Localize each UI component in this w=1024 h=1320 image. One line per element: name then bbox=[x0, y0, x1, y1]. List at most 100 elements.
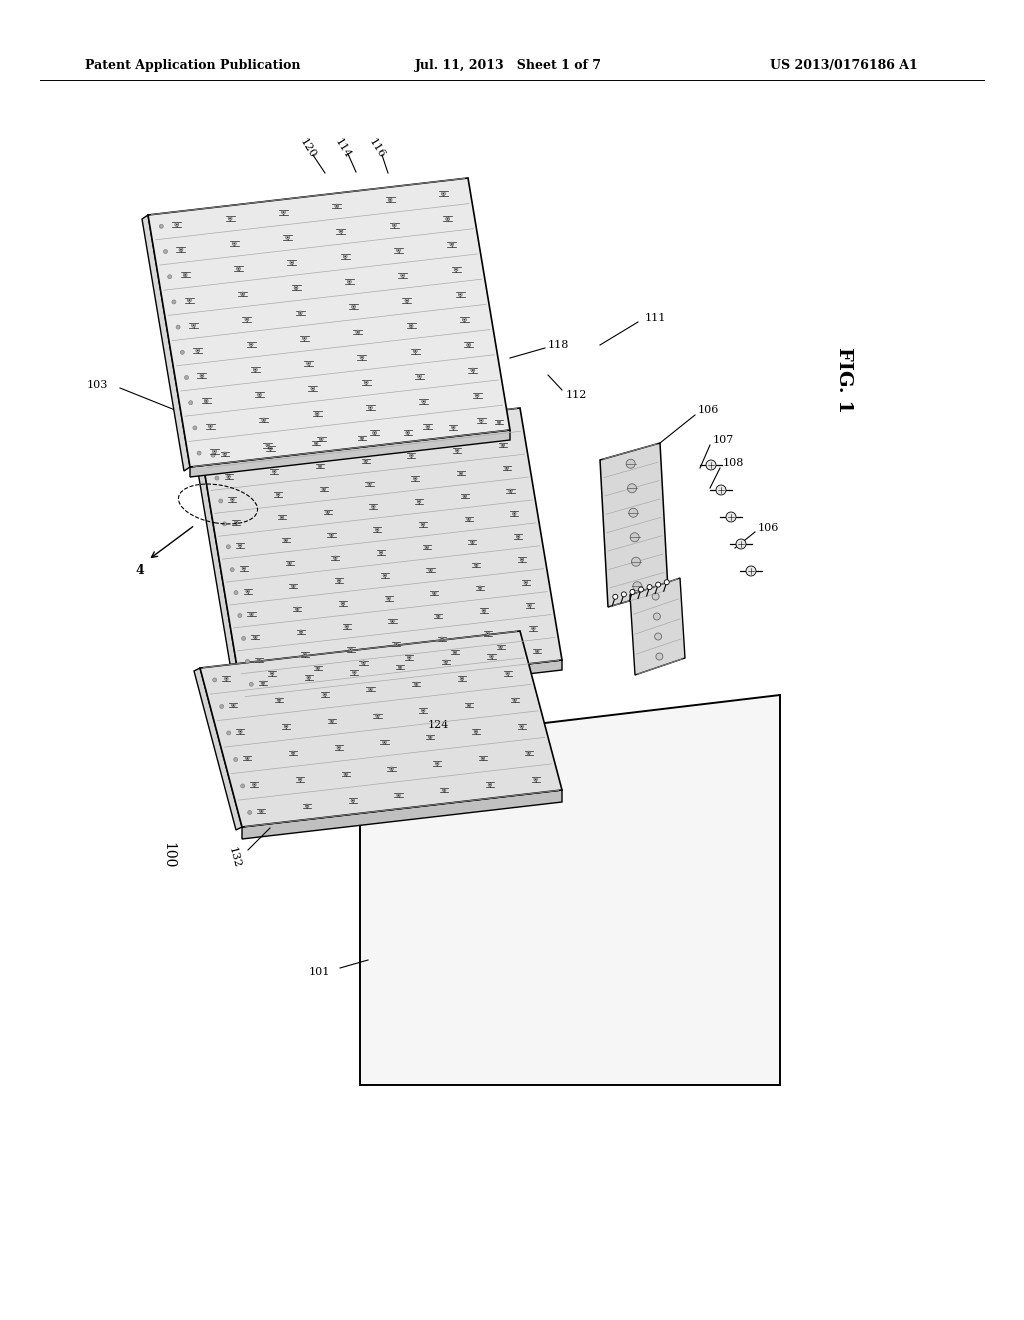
Polygon shape bbox=[242, 789, 562, 840]
Circle shape bbox=[299, 630, 303, 634]
Circle shape bbox=[267, 445, 268, 446]
Circle shape bbox=[230, 568, 234, 572]
Text: 108: 108 bbox=[723, 458, 744, 469]
Circle shape bbox=[486, 632, 489, 635]
Circle shape bbox=[665, 579, 670, 585]
Circle shape bbox=[172, 300, 176, 304]
Circle shape bbox=[457, 449, 458, 451]
Circle shape bbox=[628, 483, 637, 492]
Circle shape bbox=[454, 651, 457, 653]
Circle shape bbox=[315, 442, 317, 444]
Circle shape bbox=[525, 582, 526, 583]
Circle shape bbox=[421, 523, 425, 527]
Circle shape bbox=[249, 682, 253, 686]
Circle shape bbox=[285, 725, 288, 729]
Circle shape bbox=[323, 487, 326, 491]
Circle shape bbox=[263, 418, 264, 421]
Circle shape bbox=[416, 682, 417, 685]
Circle shape bbox=[306, 805, 308, 807]
Circle shape bbox=[193, 426, 197, 430]
Circle shape bbox=[654, 634, 662, 640]
Circle shape bbox=[281, 516, 284, 519]
Circle shape bbox=[324, 693, 326, 696]
Circle shape bbox=[205, 400, 207, 401]
Circle shape bbox=[464, 495, 466, 498]
Circle shape bbox=[289, 562, 291, 564]
Circle shape bbox=[383, 574, 387, 577]
Circle shape bbox=[736, 539, 746, 549]
Circle shape bbox=[250, 612, 253, 616]
Circle shape bbox=[316, 413, 317, 414]
Circle shape bbox=[248, 810, 252, 814]
Circle shape bbox=[291, 751, 295, 755]
Circle shape bbox=[242, 293, 244, 294]
Circle shape bbox=[459, 293, 462, 297]
Circle shape bbox=[374, 432, 376, 434]
Circle shape bbox=[241, 784, 245, 788]
Circle shape bbox=[230, 498, 234, 502]
Circle shape bbox=[471, 540, 474, 544]
Circle shape bbox=[239, 544, 242, 548]
Text: Jul. 11, 2013   Sheet 1 of 7: Jul. 11, 2013 Sheet 1 of 7 bbox=[415, 58, 602, 71]
Circle shape bbox=[290, 260, 294, 264]
Polygon shape bbox=[360, 696, 780, 1085]
Circle shape bbox=[323, 693, 327, 696]
Circle shape bbox=[365, 380, 368, 384]
Circle shape bbox=[429, 569, 432, 572]
Circle shape bbox=[357, 331, 358, 333]
Circle shape bbox=[303, 338, 305, 339]
Circle shape bbox=[361, 661, 366, 664]
Circle shape bbox=[250, 343, 252, 346]
Circle shape bbox=[527, 751, 530, 755]
Circle shape bbox=[246, 660, 250, 664]
Circle shape bbox=[281, 516, 283, 519]
Circle shape bbox=[164, 249, 168, 253]
Circle shape bbox=[232, 242, 237, 246]
Circle shape bbox=[394, 643, 398, 645]
Circle shape bbox=[521, 726, 522, 727]
Circle shape bbox=[507, 672, 509, 675]
Circle shape bbox=[356, 330, 359, 334]
Text: 106: 106 bbox=[698, 405, 720, 414]
Circle shape bbox=[266, 444, 270, 447]
Circle shape bbox=[321, 438, 323, 440]
Circle shape bbox=[639, 587, 643, 591]
Circle shape bbox=[630, 590, 635, 594]
Circle shape bbox=[260, 809, 263, 813]
Circle shape bbox=[343, 255, 347, 259]
Circle shape bbox=[342, 603, 344, 605]
Circle shape bbox=[344, 772, 347, 776]
Circle shape bbox=[468, 345, 470, 346]
Circle shape bbox=[323, 488, 325, 490]
Circle shape bbox=[726, 512, 736, 521]
Circle shape bbox=[175, 223, 179, 227]
Circle shape bbox=[464, 319, 465, 321]
Circle shape bbox=[369, 688, 373, 690]
Circle shape bbox=[299, 312, 301, 314]
Circle shape bbox=[298, 312, 302, 315]
Circle shape bbox=[506, 467, 508, 469]
Circle shape bbox=[471, 368, 475, 372]
Circle shape bbox=[370, 407, 372, 408]
Circle shape bbox=[353, 672, 355, 673]
Circle shape bbox=[213, 449, 216, 453]
Text: 116: 116 bbox=[367, 136, 387, 160]
Circle shape bbox=[422, 524, 424, 525]
Circle shape bbox=[400, 273, 404, 277]
Circle shape bbox=[209, 424, 212, 428]
Circle shape bbox=[349, 648, 352, 651]
Circle shape bbox=[369, 483, 371, 484]
Circle shape bbox=[282, 210, 286, 214]
Circle shape bbox=[344, 256, 346, 257]
Circle shape bbox=[410, 454, 414, 457]
Circle shape bbox=[330, 533, 333, 537]
Circle shape bbox=[271, 672, 273, 675]
Circle shape bbox=[196, 348, 200, 352]
Circle shape bbox=[293, 585, 294, 587]
Circle shape bbox=[454, 651, 456, 653]
Polygon shape bbox=[190, 430, 510, 477]
Circle shape bbox=[352, 671, 356, 675]
Circle shape bbox=[347, 280, 351, 284]
Circle shape bbox=[489, 655, 494, 659]
Circle shape bbox=[370, 688, 372, 690]
